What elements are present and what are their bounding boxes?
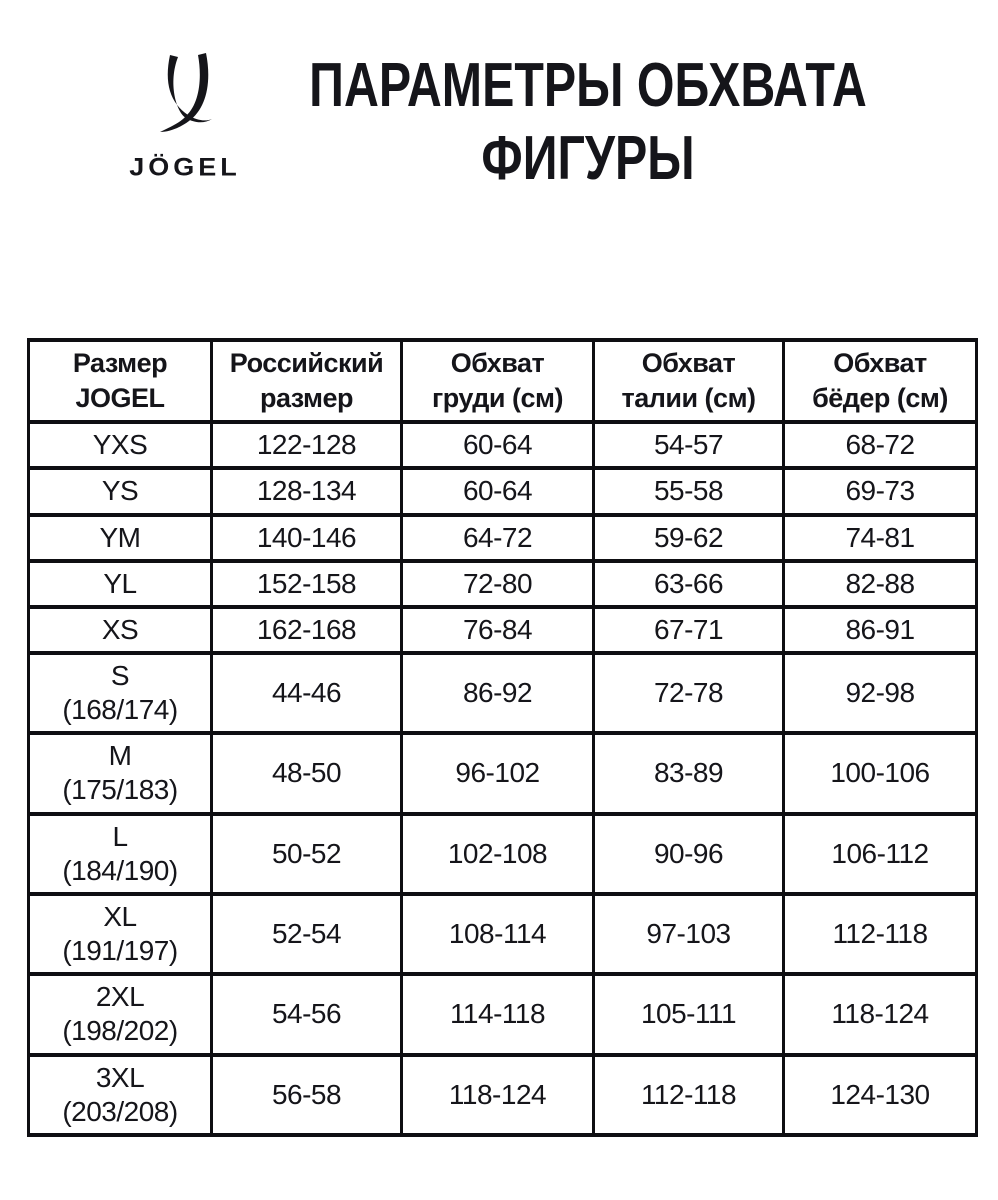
value-cell: 44-46 xyxy=(210,650,403,736)
column-header-chest: Обхват груди (см) xyxy=(400,337,595,425)
value-cell: 102-108 xyxy=(400,811,595,896)
value-cell: 68-72 xyxy=(782,420,978,471)
column-header-waist: Обхват талии (см) xyxy=(592,337,785,425)
size-cell: L (184/190) xyxy=(27,811,213,896)
brand-logo: JÖGEL xyxy=(116,52,254,183)
size-cell: YXS xyxy=(27,420,213,471)
table-row: S (168/174) 44-46 86-92 72-78 92-98 xyxy=(27,650,978,736)
page-title: ПАРАМЕТРЫ ОБХВАТА ФИГУРЫ xyxy=(292,50,885,195)
value-cell: 72-80 xyxy=(400,558,595,609)
size-cell: XL (191/197) xyxy=(27,891,213,977)
jogel-emblem-icon xyxy=(160,53,212,132)
value-cell: 76-84 xyxy=(400,604,595,655)
value-cell: 162-168 xyxy=(210,604,403,655)
value-cell: 92-98 xyxy=(782,650,978,736)
value-cell: 86-91 xyxy=(782,604,978,655)
value-cell: 83-89 xyxy=(592,731,785,816)
value-cell: 86-92 xyxy=(400,650,595,736)
value-cell: 106-112 xyxy=(782,811,978,896)
value-cell: 54-57 xyxy=(592,420,785,471)
table-row: XS 162-168 76-84 67-71 86-91 xyxy=(27,604,978,655)
value-cell: 60-64 xyxy=(400,466,595,517)
value-cell: 60-64 xyxy=(400,420,595,471)
page-title-line1: ПАРАМЕТРЫ ОБХВАТА xyxy=(309,51,867,120)
size-cell: S (168/174) xyxy=(27,650,213,736)
header-row: Размер JOGEL Российский размер Обхват гр… xyxy=(27,337,978,425)
value-cell: 96-102 xyxy=(400,731,595,816)
value-cell: 52-54 xyxy=(210,891,403,977)
value-cell: 74-81 xyxy=(782,512,978,563)
value-cell: 50-52 xyxy=(210,811,403,896)
value-cell: 152-158 xyxy=(210,558,403,609)
value-cell: 112-118 xyxy=(782,891,978,977)
value-cell: 69-73 xyxy=(782,466,978,517)
table-row: XL (191/197) 52-54 108-114 97-103 112-11… xyxy=(27,891,978,977)
value-cell: 108-114 xyxy=(400,891,595,977)
value-cell: 122-128 xyxy=(210,420,403,471)
size-cell: 2XL (198/202) xyxy=(27,972,213,1057)
table-row: YL 152-158 72-80 63-66 82-88 xyxy=(27,558,978,609)
value-cell: 124-130 xyxy=(782,1052,978,1137)
size-cell: XS xyxy=(27,604,213,655)
value-cell: 100-106 xyxy=(782,731,978,816)
size-chart-table: Размер JOGEL Российский размер Обхват гр… xyxy=(27,337,978,1137)
value-cell: 90-96 xyxy=(592,811,785,896)
size-cell: YS xyxy=(27,466,213,517)
value-cell: 112-118 xyxy=(592,1052,785,1137)
value-cell: 105-111 xyxy=(592,972,785,1057)
value-cell: 118-124 xyxy=(400,1052,595,1137)
value-cell: 67-71 xyxy=(592,604,785,655)
value-cell: 114-118 xyxy=(400,972,595,1057)
table-row: 2XL (198/202) 54-56 114-118 105-111 118-… xyxy=(27,972,978,1057)
size-cell: 3XL (203/208) xyxy=(27,1052,213,1137)
size-cell: M (175/183) xyxy=(27,731,213,816)
value-cell: 59-62 xyxy=(592,512,785,563)
size-cell: YM xyxy=(27,512,213,563)
size-cell: YL xyxy=(27,558,213,609)
table-row: YXS 122-128 60-64 54-57 68-72 xyxy=(27,420,978,471)
value-cell: 97-103 xyxy=(592,891,785,977)
value-cell: 56-58 xyxy=(210,1052,403,1137)
column-header-hips: Обхват бёдер (см) xyxy=(782,337,978,425)
column-header-russian-size: Российский размер xyxy=(210,337,403,425)
value-cell: 82-88 xyxy=(782,558,978,609)
value-cell: 140-146 xyxy=(210,512,403,563)
column-header-jogel-size: Размер JOGEL xyxy=(27,337,213,425)
table-row: YM 140-146 64-72 59-62 74-81 xyxy=(27,512,978,563)
page-title-line2: ФИГУРЫ xyxy=(481,123,695,193)
value-cell: 63-66 xyxy=(592,558,785,609)
table-header: Размер JOGEL Российский размер Обхват гр… xyxy=(27,337,978,425)
value-cell: 48-50 xyxy=(210,731,403,816)
value-cell: 118-124 xyxy=(782,972,978,1057)
value-cell: 55-58 xyxy=(592,466,785,517)
table-row: YS 128-134 60-64 55-58 69-73 xyxy=(27,466,978,517)
value-cell: 72-78 xyxy=(592,650,785,736)
table-row: M (175/183) 48-50 96-102 83-89 100-106 xyxy=(27,731,978,816)
brand-wordmark: JÖGEL xyxy=(129,153,241,181)
table-body: YXS 122-128 60-64 54-57 68-72 YS 128-134… xyxy=(27,420,978,1137)
table-row: 3XL (203/208) 56-58 118-124 112-118 124-… xyxy=(27,1052,978,1137)
value-cell: 128-134 xyxy=(210,466,403,517)
value-cell: 64-72 xyxy=(400,512,595,563)
value-cell: 54-56 xyxy=(210,972,403,1057)
table-row: L (184/190) 50-52 102-108 90-96 106-112 xyxy=(27,811,978,896)
